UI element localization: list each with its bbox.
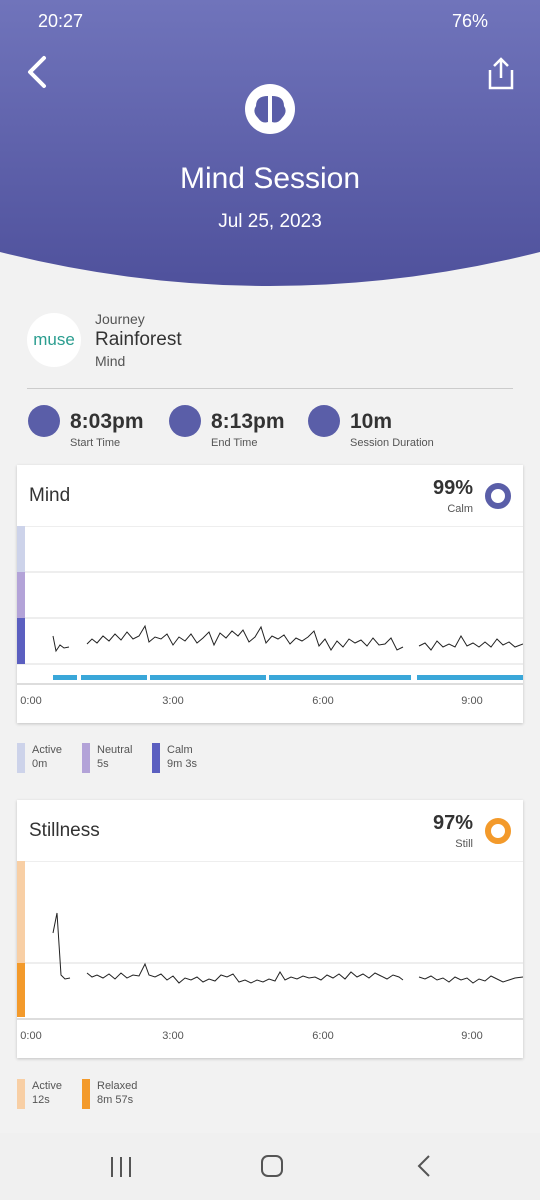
legend-item: Calm 9m 3s (152, 743, 197, 773)
stat-label: Session Duration (350, 437, 434, 449)
header-title: Mind Session (179, 162, 361, 195)
home-button[interactable] (261, 1155, 283, 1177)
legend-value: 12s (32, 1094, 50, 1106)
stat-icon (28, 405, 60, 437)
legend-name: Active (32, 1080, 62, 1092)
card-percent: 99% (432, 477, 473, 499)
legend-item: Relaxed 8m 57s (82, 1079, 138, 1109)
stat-value: 10m (350, 410, 393, 433)
legend-name: Relaxed (97, 1080, 138, 1092)
status-time: 20:27 (38, 11, 84, 31)
stillness-card[interactable]: Stillness 97% Still 0:00 3:00 6:00 9:00 (17, 800, 523, 1058)
header-bg (0, 0, 540, 286)
legend-value: 5s (97, 758, 109, 770)
legend-name: Calm (167, 744, 193, 756)
stat-label: Start Time (70, 437, 121, 449)
x-tick-label: 6:00 (312, 695, 333, 707)
x-tick-label: 9:00 (461, 1030, 482, 1042)
legend-value: 9m 3s (167, 758, 197, 770)
legend-name: Active (32, 744, 62, 756)
legend-item: Active 12s (17, 1079, 62, 1109)
legend-item: Active 0m (17, 743, 62, 773)
legend-name: Neutral (97, 744, 133, 756)
legend-value: 8m 57s (97, 1094, 134, 1106)
back-button[interactable] (417, 1155, 430, 1177)
muse-logo: muse (27, 313, 81, 367)
stat-icon (169, 405, 201, 437)
stillness-chart: 0:00 3:00 6:00 9:00 (17, 861, 523, 1042)
divider (27, 388, 513, 389)
x-tick-label: 3:00 (162, 695, 183, 707)
mind-chart: 0:00 3:00 6:00 9:00 (17, 526, 523, 707)
state-ring (485, 483, 511, 509)
x-tick-label: 3:00 (162, 1030, 183, 1042)
session-label: Journey (95, 311, 145, 327)
card-percent: 97% (432, 812, 473, 834)
x-tick-label: 6:00 (312, 1030, 333, 1042)
status-battery: 76% (452, 11, 489, 31)
header-date: Jul 25, 2023 (218, 211, 322, 232)
session-name: Rainforest (95, 329, 182, 350)
stat-label: End Time (211, 437, 258, 449)
x-tick-label: 9:00 (461, 695, 482, 707)
card-state: Calm (447, 503, 473, 515)
card-title: Stillness (29, 820, 100, 841)
session-type: Mind (95, 353, 126, 369)
stat-value: 8:13pm (211, 410, 285, 433)
x-tick-label: 0:00 (20, 1030, 41, 1042)
nav-bar (0, 1133, 540, 1200)
mind-card[interactable]: Mind 99% Calm 0:00 3:00 6:00 9:00 (17, 465, 523, 723)
stat-value: 8:03pm (70, 410, 144, 433)
card-state: Still (455, 838, 473, 850)
recent-button[interactable] (111, 1157, 131, 1177)
x-tick-label: 0:00 (20, 695, 41, 707)
card-title: Mind (29, 485, 71, 506)
stat-icon (308, 405, 340, 437)
state-ring (485, 818, 511, 844)
legend-item: Neutral 5s (82, 743, 133, 773)
legend-value: 0m (32, 758, 48, 770)
